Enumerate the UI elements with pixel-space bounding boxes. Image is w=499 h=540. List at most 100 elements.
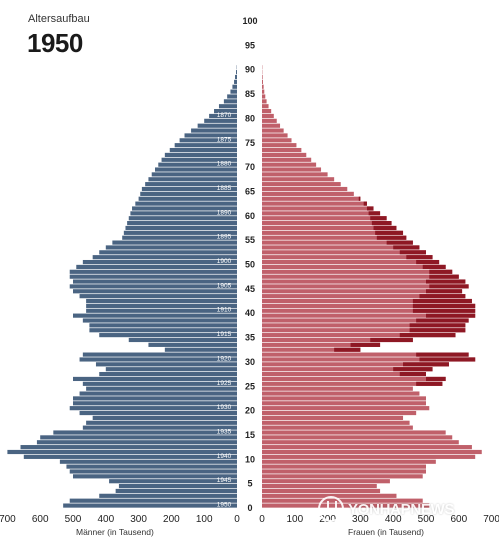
male-bar — [122, 235, 237, 240]
female-bar — [262, 454, 476, 459]
female-bar — [262, 376, 446, 382]
x-tick-label-male: 700 — [0, 514, 16, 525]
female-bar — [262, 357, 476, 362]
male-bar — [161, 157, 237, 162]
birth-year-label: 1870 — [217, 112, 232, 119]
male-bar — [73, 474, 237, 479]
female-bar — [262, 342, 381, 347]
female-bar — [262, 269, 453, 274]
female-bar — [262, 235, 407, 240]
female-bar — [262, 133, 288, 138]
male-bar — [128, 337, 237, 343]
male-bar — [82, 352, 237, 357]
female-bar — [262, 221, 392, 226]
male-bar — [73, 376, 237, 382]
male-bar — [174, 143, 237, 148]
male-bar — [79, 391, 237, 396]
female-excess-bar — [334, 347, 361, 352]
female-bars — [262, 65, 482, 508]
birth-year-label: 1950 — [217, 502, 232, 509]
male-bar — [53, 430, 237, 435]
male-bar — [235, 74, 237, 80]
birth-year-label: 1945 — [217, 477, 232, 484]
age-tick-label: 5 — [247, 479, 252, 489]
male-bar — [36, 440, 237, 445]
female-bar — [262, 79, 263, 84]
female-excess-bar — [350, 342, 381, 347]
female-excess-bar — [399, 250, 426, 255]
female-excess-bar — [412, 298, 472, 304]
female-bar — [262, 104, 269, 109]
male-bar — [92, 415, 238, 420]
age-tick-label: 30 — [245, 357, 255, 367]
male-bar — [92, 255, 238, 260]
male-bar — [86, 308, 238, 313]
birth-year-label: 1905 — [217, 282, 232, 289]
male-bar — [76, 264, 237, 270]
x-axis-left: 0 100 200 300 400 500 600 700 — [0, 514, 240, 525]
female-bar — [262, 128, 284, 133]
female-excess-bar — [426, 289, 463, 294]
birth-year-label: 1880 — [217, 161, 232, 168]
female-bar — [262, 182, 341, 187]
female-bar — [262, 167, 322, 172]
male-bar — [127, 221, 237, 226]
birth-year-label: 1930 — [217, 404, 232, 411]
female-bar — [262, 323, 466, 328]
female-bar — [262, 216, 387, 221]
female-excess-bar — [426, 376, 446, 382]
female-bar — [262, 157, 312, 162]
female-bar — [262, 191, 354, 196]
birth-year-label: 1915 — [217, 331, 232, 338]
male-bar — [79, 357, 237, 362]
male-bar — [69, 406, 237, 411]
female-bar — [262, 94, 266, 99]
male-bar — [140, 191, 237, 196]
female-excess-bar — [406, 255, 433, 260]
female-bar — [262, 294, 466, 299]
female-bar — [262, 274, 459, 279]
male-bar — [145, 182, 237, 187]
male-bar — [73, 289, 237, 294]
age-axis: 0 5 10 15 20 25 30 35 40 45 50 55 60 65 70 75 80 85 90 95 10… — [242, 16, 257, 513]
female-bar — [262, 337, 413, 343]
female-bar — [262, 474, 423, 479]
x-tick-label-male: 500 — [65, 514, 82, 525]
male-bar — [40, 435, 238, 440]
female-bar — [262, 250, 426, 255]
female-excess-bar — [412, 308, 476, 313]
male-bar — [20, 445, 237, 450]
male-bars — [7, 65, 238, 508]
male-bar — [69, 284, 237, 289]
male-bar — [99, 493, 238, 498]
female-bar — [262, 391, 420, 396]
male-bar — [209, 113, 237, 119]
male-bar — [184, 133, 237, 138]
male-bar — [105, 367, 237, 372]
female-excess-bar — [399, 333, 456, 338]
female-bar — [262, 498, 423, 503]
female-excess-bar — [376, 235, 407, 240]
female-excess-bar — [370, 216, 387, 221]
age-tick-label: 70 — [245, 162, 255, 172]
birth-year-label: 1925 — [217, 380, 232, 387]
male-bar — [151, 172, 237, 177]
male-bar — [197, 123, 237, 128]
male-bar — [95, 362, 238, 367]
male-bar — [109, 479, 237, 484]
female-bar — [262, 347, 361, 352]
female-excess-bar — [416, 381, 443, 386]
female-bar — [262, 118, 277, 123]
female-bar — [262, 206, 374, 211]
female-bar — [262, 484, 377, 489]
female-bar — [262, 362, 449, 367]
male-bar — [89, 323, 238, 328]
female-excess-bar — [399, 371, 426, 377]
male-bar — [69, 269, 237, 274]
x-tick-label-male: 400 — [97, 514, 114, 525]
female-bar — [262, 469, 426, 474]
female-bar — [262, 333, 456, 338]
female-bar — [262, 279, 466, 284]
female-bar — [262, 430, 446, 435]
female-bar — [262, 318, 469, 323]
